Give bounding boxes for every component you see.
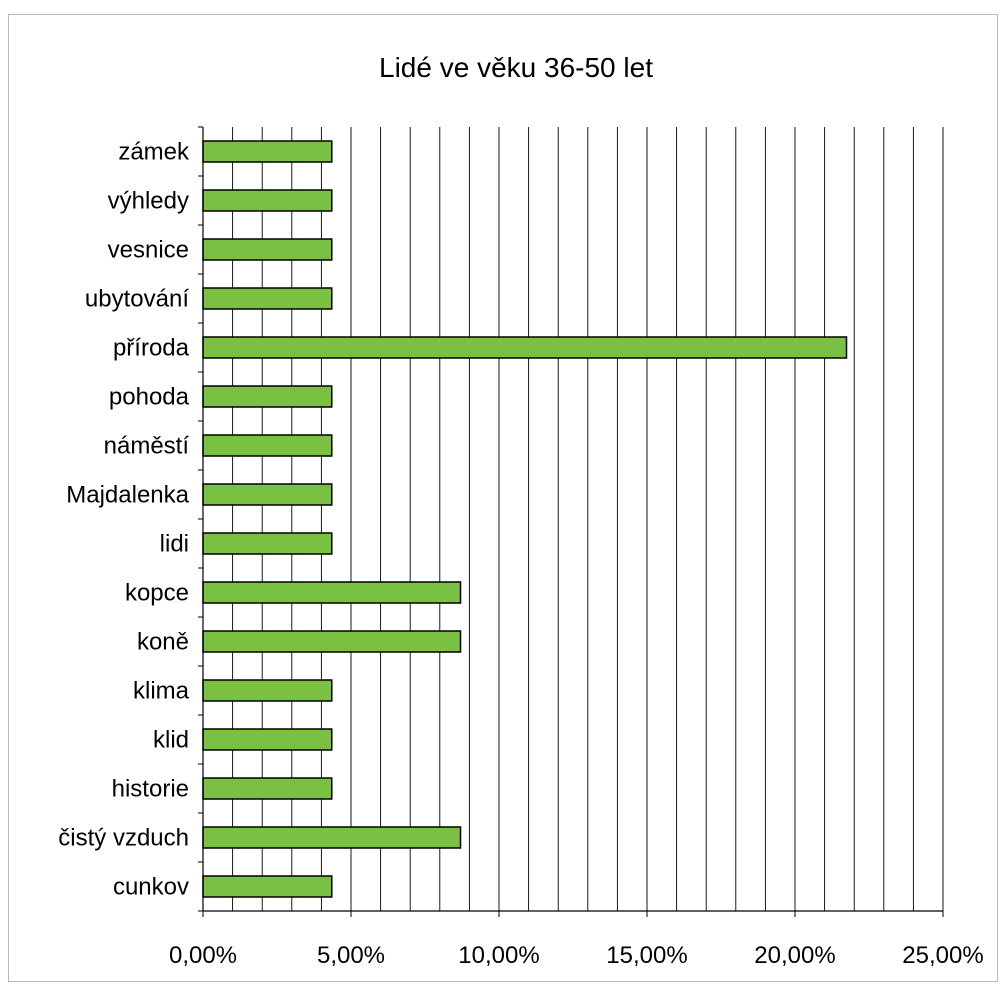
bar-chart: Lidé ve věku 36-50 let zámek výhledy vesni… [58, 52, 984, 969]
bar-2 [202, 238, 333, 261]
category-label: příroda [113, 335, 190, 362]
bar-8 [202, 532, 333, 555]
x-tick-label: 25,00% [902, 942, 983, 969]
category-label: historie [112, 776, 189, 803]
bar-10 [202, 630, 462, 653]
bar-0 [202, 140, 333, 163]
bar-6 [202, 434, 333, 457]
category-label: cunkov [113, 874, 189, 901]
bars [202, 140, 848, 898]
category-label: výhledy [108, 188, 189, 215]
category-label: pohoda [109, 384, 190, 411]
x-tick-labels: 0,00% 5,00% 10,00% 15,00% 20,00% 25,00% [169, 942, 984, 969]
category-label: vesnice [108, 237, 189, 264]
bar-3 [202, 287, 333, 310]
bar-4 [202, 336, 848, 359]
bar-13 [202, 777, 333, 800]
category-label: kopce [125, 580, 189, 607]
category-label: koně [137, 629, 189, 656]
axes [198, 126, 944, 917]
bar-12 [202, 728, 333, 751]
bar-1 [202, 189, 333, 212]
category-label: klima [133, 678, 190, 705]
chart-title: Lidé ve věku 36-50 let [379, 52, 653, 83]
x-tick-label: 5,00% [317, 942, 385, 969]
bar-7 [202, 483, 333, 506]
x-tick-label: 20,00% [754, 942, 835, 969]
category-label: náměstí [104, 433, 190, 460]
category-label: klid [153, 727, 189, 754]
category-label: zámek [118, 139, 190, 166]
x-tick-label: 10,00% [458, 942, 539, 969]
bar-9 [202, 581, 462, 604]
category-label: Majdalenka [66, 482, 189, 509]
gridlines [232, 127, 944, 911]
category-label: čistý vzduch [58, 825, 189, 852]
bar-11 [202, 679, 333, 702]
x-tick-label: 15,00% [606, 942, 687, 969]
category-label: ubytování [85, 286, 189, 313]
x-tick-label: 0,00% [169, 942, 237, 969]
category-label: lidi [160, 531, 189, 558]
bar-5 [202, 385, 333, 408]
bar-14 [202, 826, 462, 849]
chart-frame: Lidé ve věku 36-50 let zámek výhledy vesni… [8, 14, 998, 982]
bar-15 [202, 875, 333, 898]
category-labels: zámek výhledy vesnice ubytování příroda pohod… [58, 139, 190, 901]
